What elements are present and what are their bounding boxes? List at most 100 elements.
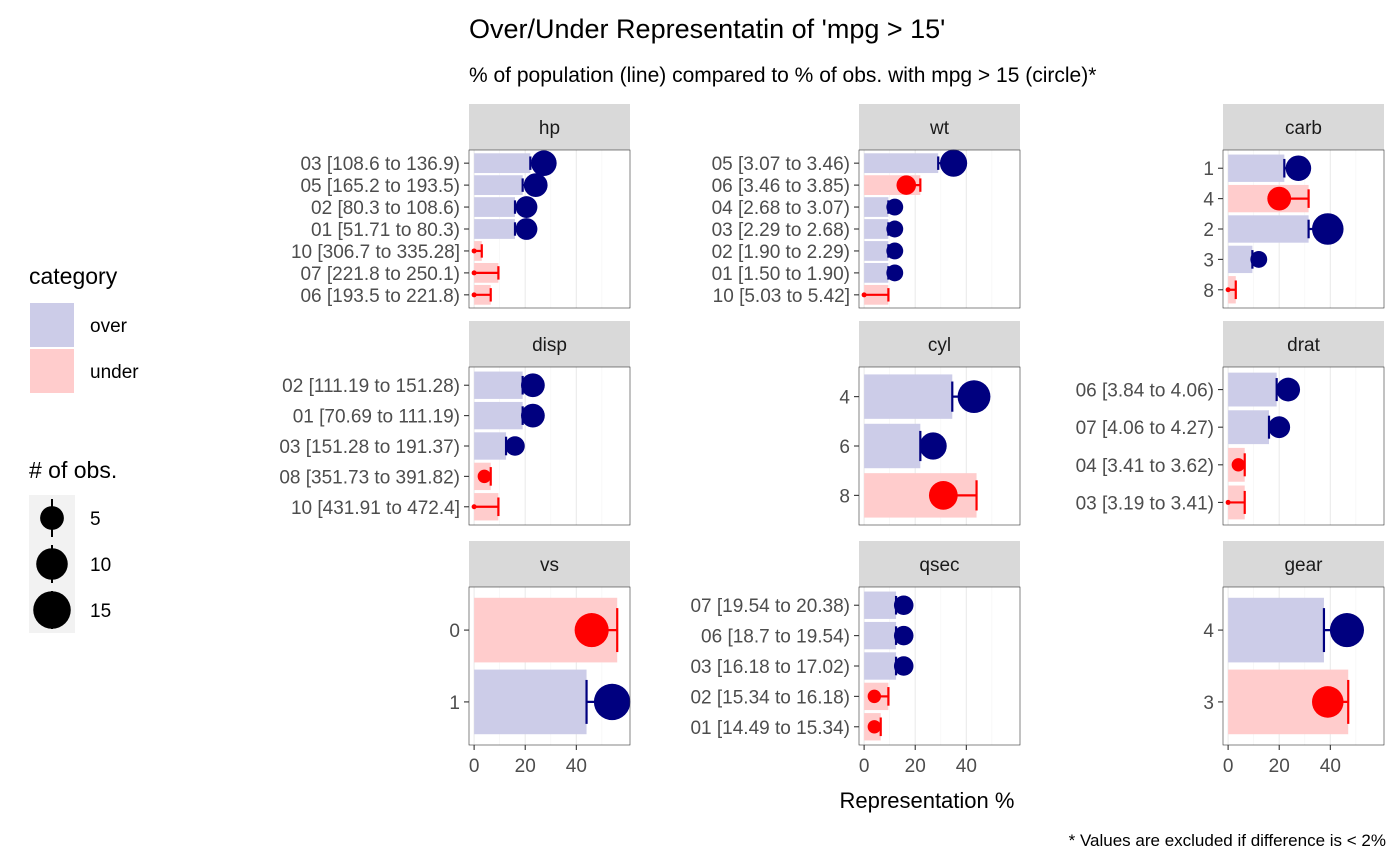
bar-vs-1 — [474, 669, 587, 735]
bar-qsec-1 — [864, 621, 897, 650]
y-tick-label: 2 — [1203, 220, 1214, 241]
panel-border — [858, 149, 1021, 309]
y-tick-label: 3 — [1203, 693, 1214, 714]
facet-panel-cyl: cyl 4 6 8 — [839, 321, 1021, 526]
y-tick-label: 06 [3.84 to 4.06) — [1076, 381, 1214, 402]
x-axis-title: Representation % — [840, 788, 1015, 813]
y-tick-label: 03 [2.29 to 2.68) — [712, 220, 850, 241]
obs-point-disp-2 — [505, 436, 525, 456]
y-tick-label: 04 [2.68 to 3.07) — [712, 198, 850, 219]
facet-strip-label: cyl — [928, 335, 951, 356]
y-tick-label: 02 [15.34 to 16.18) — [690, 687, 850, 708]
y-tick-label: 0 — [449, 621, 460, 642]
obs-point-hp-6 — [471, 292, 477, 298]
y-tick-label: 07 [221.8 to 250.1) — [300, 264, 460, 285]
obs-point-wt-5 — [886, 264, 904, 282]
facet-panel-hp: hp 03 [108.6 to 136.9)05 [165.2 to 193.5)… — [291, 104, 631, 309]
obs-point-vs-1 — [593, 683, 631, 721]
legend-key-over — [30, 303, 74, 347]
obs-point-cyl-2 — [928, 480, 958, 510]
y-tick-label: 10 [5.03 to 5.42] — [713, 286, 850, 307]
x-tick-label: 40 — [566, 756, 587, 777]
facet-strip-label: vs — [540, 555, 559, 576]
obs-point-carb-0 — [1285, 155, 1312, 182]
x-tick-label: 0 — [469, 756, 480, 777]
chart-title: Over/Under Representatin of 'mpg > 15' — [469, 14, 945, 44]
y-tick-label: 02 [1.90 to 2.29) — [712, 242, 850, 263]
y-tick-label: 10 [431.91 to 472.4] — [291, 498, 460, 519]
bar-drat-1 — [1228, 410, 1269, 445]
bar-wt-5 — [864, 263, 889, 283]
legend-size-label: 10 — [90, 555, 111, 576]
bar-disp-0 — [474, 371, 523, 399]
bar-drat-0 — [1228, 372, 1277, 407]
y-tick-label: 02 [80.3 to 108.6) — [311, 198, 460, 219]
obs-point-wt-4 — [886, 242, 904, 260]
legend-category-title: category — [29, 263, 118, 289]
bar-hp-2 — [474, 197, 515, 217]
panel-border — [1222, 149, 1385, 309]
facet-panels: hp 03 [108.6 to 136.9)05 [165.2 to 193.5)… — [279, 104, 1385, 777]
obs-point-cyl-1 — [919, 432, 947, 460]
bar-disp-1 — [474, 401, 523, 430]
y-tick-label: 8 — [839, 486, 850, 507]
facet-strip-cyl — [859, 321, 1020, 367]
obs-point-wt-0 — [939, 149, 968, 177]
bar-hp-3 — [474, 219, 515, 239]
y-tick-label: 10 [306.7 to 335.28] — [291, 242, 460, 263]
y-tick-label: 06 [18.7 to 19.54) — [701, 627, 850, 648]
facet-panel-drat: drat 06 [3.84 to 4.06) 07 [4.06 to 4.27) 04… — [1076, 321, 1385, 526]
obs-point-gear-1 — [1311, 686, 1344, 718]
bar-wt-2 — [864, 197, 889, 217]
facet-strip-disp — [469, 321, 630, 367]
y-tick-label: 1 — [449, 693, 460, 714]
legend-size-point-15 — [33, 591, 71, 629]
y-tick-label: 4 — [1203, 190, 1214, 211]
legend-label: under — [90, 362, 139, 383]
obs-point-disp-3 — [477, 469, 492, 484]
obs-point-cyl-0 — [957, 380, 991, 414]
y-tick-label: 01 [14.49 to 15.34) — [690, 718, 850, 739]
y-tick-label: 4 — [1203, 621, 1214, 642]
bar-disp-2 — [474, 432, 507, 460]
y-tick-label: 04 [3.41 to 3.62) — [1076, 456, 1214, 477]
obs-point-hp-5 — [471, 270, 477, 276]
obs-point-qsec-1 — [893, 625, 914, 646]
legend-size-title: # of obs. — [29, 457, 117, 483]
y-tick-label: 1 — [1203, 159, 1214, 180]
bar-qsec-2 — [864, 652, 897, 680]
y-tick-label: 03 [3.19 to 3.41) — [1076, 493, 1214, 514]
bar-wt-4 — [864, 241, 889, 261]
obs-point-hp-3 — [515, 218, 538, 240]
y-tick-label: 05 [165.2 to 193.5) — [300, 176, 460, 197]
obs-point-vs-0 — [574, 613, 609, 648]
obs-point-wt-3 — [886, 220, 904, 238]
facet-panel-wt: wt 05 [3.07 to 3.46)06 [3.46 to 3.85)04 [… — [712, 104, 1021, 309]
y-tick-label: 03 [16.18 to 17.02) — [690, 657, 850, 678]
obs-point-disp-1 — [520, 403, 545, 428]
y-tick-label: 01 [70.69 to 111.19) — [293, 407, 460, 428]
y-tick-label: 3 — [1203, 250, 1214, 271]
legend-size-point-5 — [40, 506, 64, 530]
obs-point-disp-4 — [471, 504, 477, 510]
obs-point-qsec-3 — [867, 689, 882, 704]
bar-gear-0 — [1228, 597, 1324, 663]
x-tick-label: 20 — [515, 756, 536, 777]
facet-strip-label: gear — [1284, 555, 1323, 576]
y-tick-label: 03 [151.28 to 191.37) — [279, 437, 460, 458]
facet-strip-hp — [469, 104, 630, 150]
panel-border — [1222, 586, 1385, 746]
obs-point-hp-0 — [531, 150, 557, 176]
y-tick-label: 01 [1.50 to 1.90) — [712, 264, 850, 285]
facet-strip-wt — [859, 104, 1020, 150]
bar-cyl-0 — [864, 374, 953, 419]
y-tick-label: 01 [51.71 to 80.3) — [311, 220, 460, 241]
legend: category over under # of obs. 5 10 15 — [29, 263, 139, 633]
bar-carb-3 — [1228, 245, 1253, 274]
x-tick-label: 40 — [956, 756, 977, 777]
y-tick-label: 06 [3.46 to 3.85) — [712, 176, 850, 197]
legend-label: over — [90, 316, 128, 337]
legend-key-under — [30, 349, 74, 393]
